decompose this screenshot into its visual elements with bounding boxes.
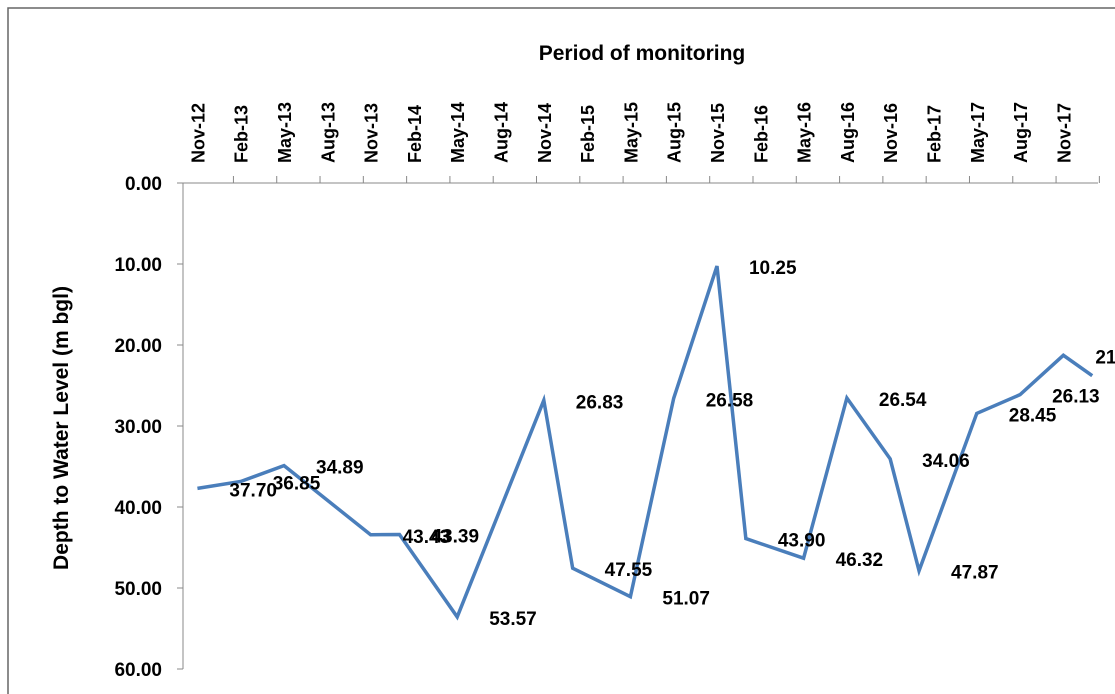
y-tick-label: 60.00 [114,660,162,681]
y-tick-label: 30.00 [114,417,162,438]
x-tick-label: Aug-17 [1011,102,1031,163]
data-label: 43.43 [403,527,451,548]
y-axis-title: Depth to Water Level (m bgl) [50,286,73,570]
x-tick-label: Aug-13 [318,102,338,163]
data-label: 10.25 [749,258,797,279]
data-label: 51.07 [662,589,710,610]
data-label: 28.45 [1009,405,1057,426]
data-label: 47.87 [951,563,999,584]
data-label: 26.13 [1052,387,1100,408]
data-label: 47.55 [605,560,653,581]
data-line [197,265,1094,621]
data-label: 43.39 [431,526,479,547]
y-tick-label: 0.00 [125,174,162,195]
x-tick-label: Aug-15 [665,102,685,163]
x-tick-label: Feb-17 [924,105,944,163]
y-tick-label: 40.00 [114,498,162,519]
x-tick-label: May-14 [448,102,468,163]
data-label: 53.57 [489,609,537,630]
data-label: 26.58 [706,390,754,411]
data-label: 34.06 [922,451,970,472]
x-tick-label: Feb-14 [405,105,425,163]
data-label: 46.32 [836,550,884,571]
x-tick-label: Aug-16 [838,102,858,163]
x-tick-label: Feb-15 [578,105,598,163]
x-tick-label: Nov-12 [188,103,208,163]
y-tick-label: 10.00 [114,255,162,276]
x-tick-label: Feb-13 [232,105,252,163]
y-tick-label: 20.00 [114,336,162,357]
x-tick-label: Nov-13 [362,103,382,163]
x-tick-label: Nov-17 [1054,103,1074,163]
x-tick-label: Feb-16 [751,105,771,163]
x-tick-label: Aug-14 [492,102,512,163]
x-tick-label: May-13 [275,102,295,163]
chart-title: Period of monitoring [539,42,745,65]
data-label: 21.27 [1095,347,1115,368]
data-label: 34.89 [316,458,364,479]
x-tick-label: Nov-16 [881,103,901,163]
data-label: 37.70 [229,480,277,501]
x-tick-label: Nov-15 [708,103,728,163]
data-label: 43.90 [778,531,826,552]
data-label: 36.85 [273,473,321,494]
x-tick-label: May-17 [968,102,988,163]
data-label: 26.54 [879,390,927,411]
x-tick-label: May-15 [621,102,641,163]
frame [7,7,1115,694]
x-tick-label: Nov-14 [535,103,555,163]
x-tick-label: May-16 [795,102,815,163]
data-label: 26.83 [576,392,624,413]
y-tick-label: 50.00 [114,579,162,600]
